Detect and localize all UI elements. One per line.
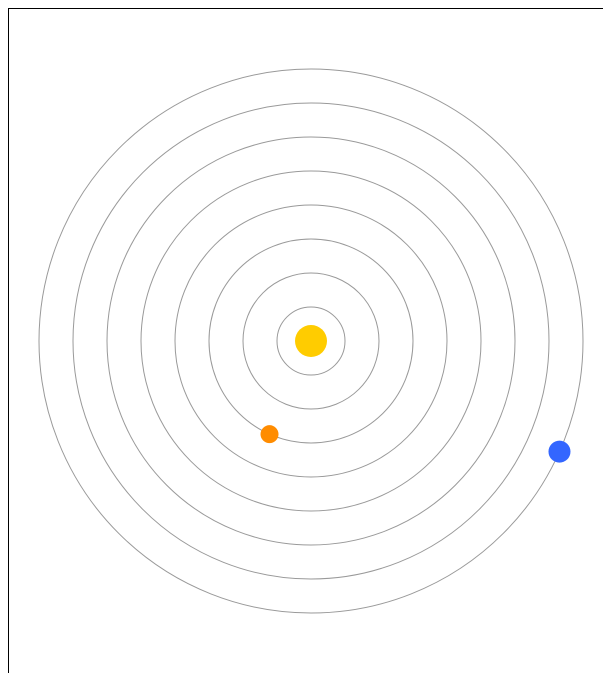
orbit-ring-3 bbox=[208, 238, 414, 444]
blue-planet bbox=[548, 440, 571, 463]
orbit-rings bbox=[38, 68, 584, 614]
orbit-diagram bbox=[38, 68, 584, 614]
orbit-ring-7 bbox=[72, 102, 550, 580]
orbit-ring-2 bbox=[242, 272, 380, 410]
orbit-ring-4 bbox=[174, 204, 448, 478]
orange-planet bbox=[260, 425, 279, 444]
planets bbox=[260, 425, 571, 463]
orbit-ring-6 bbox=[106, 136, 516, 546]
orbit-ring-8 bbox=[38, 68, 584, 614]
orbit-ring-1 bbox=[276, 306, 346, 376]
orbit-ring-5 bbox=[140, 170, 482, 512]
sun bbox=[295, 325, 327, 357]
simulation-canvas[interactable] bbox=[8, 8, 603, 673]
